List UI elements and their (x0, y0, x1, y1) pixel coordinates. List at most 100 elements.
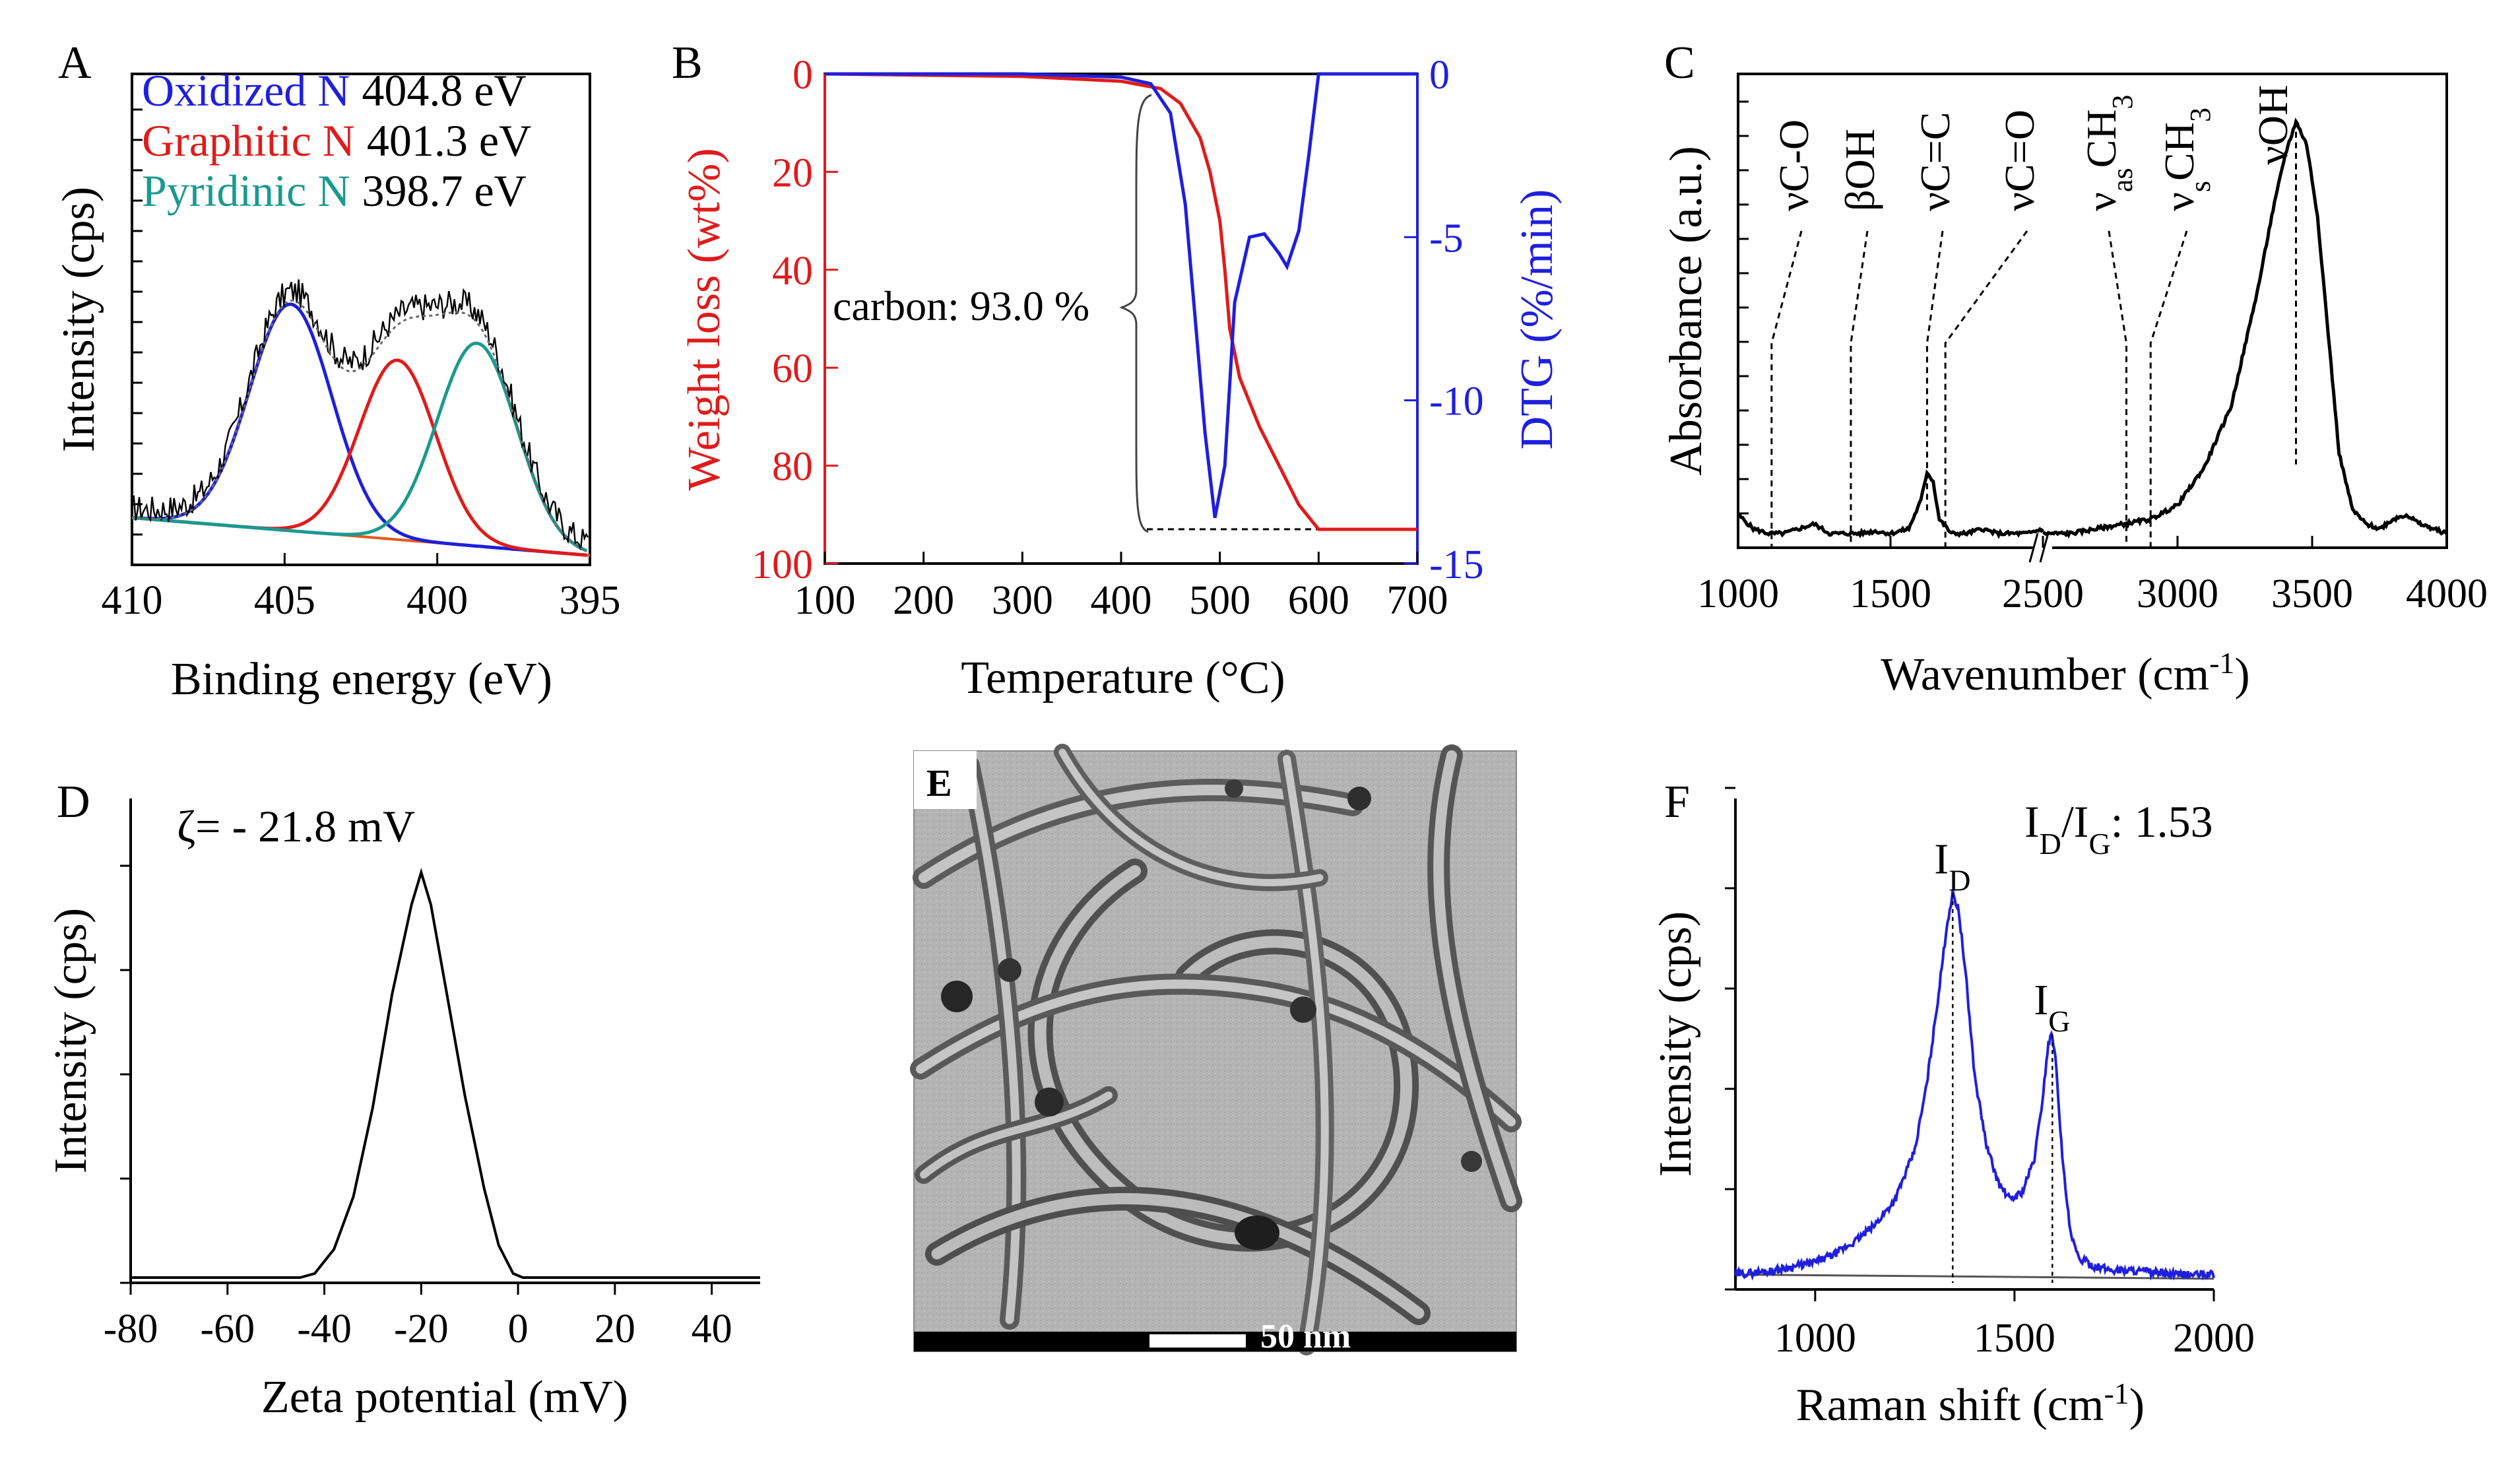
panel-d: D -80 -60 -40 -20 0 20 40 ζ= - 21.8 mV Zeta po… (46, 777, 760, 1423)
panel-c-xlabel: Wavenumber (cm-1) (1881, 646, 2249, 701)
y-tick-label: 60 (772, 346, 813, 391)
tem-label-box (914, 751, 977, 809)
x-tick-label: 410 (102, 578, 163, 623)
tem-scale-bar (1149, 1334, 1246, 1348)
annotation-subscript: 3 (2184, 108, 2216, 122)
x-tick-label: -80 (104, 1307, 158, 1351)
x-tick-label: 40 (692, 1307, 732, 1351)
annotation-group: CH (2078, 110, 2125, 168)
x-tick-label: 1000 (1774, 1316, 1856, 1361)
annotation-subscript: 3 (2106, 95, 2139, 110)
panel-a-xlabel: Binding energy (eV) (171, 654, 552, 705)
x-tick-label: 395 (560, 578, 621, 623)
x-tick-label: 400 (406, 578, 468, 623)
y-tick-label: 80 (772, 445, 813, 490)
panel-a-ylabel: Intensity (cps) (53, 187, 104, 452)
panel-a-x-ticks: 410 405 400 395 (102, 553, 621, 623)
panel-d-ylabel: Intensity (cps) (46, 908, 96, 1173)
panel-f-ylabel: Intensity (cps) (1650, 911, 1701, 1177)
panel-f-plot: ID IG (1734, 835, 2215, 1283)
panel-label-e: E (926, 762, 952, 804)
zeta-annotation: ζ= - 21.8 mV (177, 801, 415, 851)
panel-b-ylabel: Weight loss (wt%) (679, 148, 730, 490)
annotation-label: νOH (2249, 85, 2296, 165)
y-tick-label: 100 (752, 542, 813, 587)
legend-graphitic-value: 401.3 eV (367, 115, 531, 166)
legend-pyridinic-name: Pyridinic N (142, 166, 350, 216)
peak-oxidized-n (131, 302, 587, 557)
panel-c: C 1000 1500 2500 3000 3500 4000 νC-O βOH νC=C νC… (1661, 38, 2488, 700)
panel-d-ticks: -80 -60 -40 -20 0 20 40 (104, 864, 732, 1351)
annotation-label: νsCH3 (2156, 108, 2216, 211)
legend-oxidized-name: Oxidized N (142, 65, 350, 115)
raman-baseline (1735, 1273, 2214, 1280)
x-tick-label: 400 (1091, 578, 1152, 623)
annotation-leader (1944, 230, 2028, 546)
panel-f: F 1000 1500 2000 ID IG ID/IG: 1.53 Raman sh… (1650, 777, 2255, 1431)
raw-spectrum (131, 279, 589, 550)
panel-a-plot (131, 279, 591, 557)
y-right-tick-label: -10 (1429, 379, 1484, 424)
peak-label-subscript: D (1949, 863, 1970, 897)
x-tick-label: 200 (893, 578, 954, 623)
panel-d-xlabel: Zeta potential (mV) (261, 1372, 628, 1423)
carbon-nanotubes (910, 744, 1522, 1355)
x-tick-label: 2500 (2002, 571, 2084, 616)
panel-b-plot (824, 72, 1417, 531)
annotation-leader (1925, 230, 1944, 512)
x-tick-label: 3500 (2271, 571, 2353, 616)
peak-graphitic-n (131, 358, 587, 557)
panel-b-ylabel-right: DTG (%/min) (1512, 189, 1563, 450)
x-tick-label: 1000 (1697, 571, 1779, 616)
weight-loss-curve (824, 72, 1417, 531)
raman-curve (1734, 890, 2215, 1281)
annotation-label: βOH (1836, 129, 1883, 211)
panel-f-xlabel: Raman shift (cm-1) (1796, 1377, 2145, 1431)
annotation-label: νasCH3 (2078, 95, 2139, 212)
panel-c-ylabel: Absorbance (a.u.) (1661, 146, 1712, 476)
panel-b: B 100 200 300 400 500 600 700 0 20 40 60 80 100 0 -5 -1… (672, 38, 1563, 703)
peak-pyridinic-n (131, 341, 588, 553)
x-tick-label: 700 (1387, 578, 1448, 623)
legend-oxidized-value: 404.8 eV (362, 65, 526, 115)
fit-envelope (131, 300, 587, 552)
panel-label-a: A (58, 38, 92, 88)
x-tick-label: 405 (254, 578, 315, 623)
x-tick-label: 20 (595, 1307, 635, 1351)
y-tick-label: 20 (772, 150, 813, 195)
panel-label-d: D (57, 777, 90, 828)
carbon-brace (1118, 94, 1152, 533)
annotation-leader (2149, 230, 2188, 546)
panel-c-annotations: νC-O βOH νC=C νC=O νasCH3 νsCH3 νOH (1770, 85, 2298, 546)
annotation-group: CH (2156, 122, 2203, 181)
x-tick-label: 300 (992, 578, 1053, 623)
panel-a-y-ticks (132, 108, 143, 536)
x-tick-label: 100 (794, 578, 856, 623)
panel-d-plot (131, 868, 760, 1279)
x-tick-label: -40 (297, 1307, 352, 1351)
annotation-label: νC-O (1770, 119, 1817, 211)
axis-break-mark-left (2028, 533, 2039, 563)
y-tick-label: 40 (772, 249, 813, 294)
legend-graphitic-name: Graphitic N (142, 115, 355, 166)
tem-scale-text: 50 nm (1260, 1318, 1351, 1355)
annotation-leader (1850, 230, 1869, 546)
panel-label-f: F (1664, 777, 1690, 828)
x-tick-label: 500 (1189, 578, 1250, 623)
x-tick-label: 1500 (1850, 571, 1931, 616)
panel-a-frame (131, 73, 591, 566)
x-tick-label: 1500 (1974, 1316, 2055, 1361)
annotation-label: νC=O (1996, 110, 2043, 211)
annotation-label: νC=C (1912, 112, 1958, 211)
panel-b-xlabel: Temperature (°C) (961, 653, 1285, 703)
peak-label-id: ID (1934, 835, 1970, 897)
x-tick-label: -20 (394, 1307, 449, 1351)
x-tick-label: 0 (508, 1307, 529, 1351)
x-tick-label: 600 (1288, 578, 1349, 623)
zeta-curve (131, 868, 760, 1279)
y-right-tick-label: -15 (1429, 542, 1484, 587)
